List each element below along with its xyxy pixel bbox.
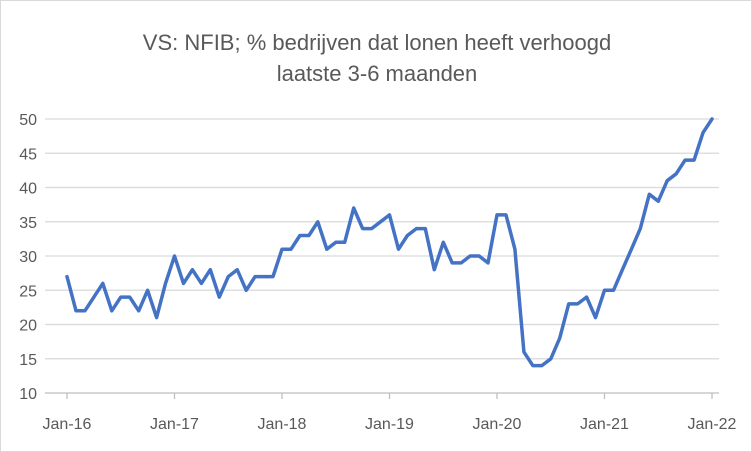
x-tick-label: Jan-21 bbox=[580, 416, 629, 433]
chart-title: VS: NFIB; % bedrijven dat lonen heeft ve… bbox=[142, 30, 612, 55]
y-tick-label: 30 bbox=[19, 249, 37, 266]
x-tick-label: Jan-20 bbox=[473, 416, 522, 433]
x-tick-label: Jan-18 bbox=[258, 416, 307, 433]
y-tick-label: 25 bbox=[19, 283, 37, 300]
x-tick-label: Jan-19 bbox=[365, 416, 414, 433]
y-tick-label: 35 bbox=[19, 215, 37, 232]
x-tick-label: Jan-16 bbox=[43, 416, 92, 433]
y-tick-label: 10 bbox=[19, 386, 37, 403]
x-tick-label: Jan-17 bbox=[150, 416, 199, 433]
y-tick-label: 40 bbox=[19, 181, 37, 198]
y-tick-label: 50 bbox=[19, 112, 37, 129]
y-tick-label: 15 bbox=[19, 352, 37, 369]
y-tick-label: 45 bbox=[19, 146, 37, 163]
series-line bbox=[65, 117, 714, 368]
x-tick-label: Jan-22 bbox=[688, 416, 737, 433]
y-tick-label: 20 bbox=[19, 318, 37, 335]
chart-subtitle: laatste 3-6 maanden bbox=[276, 61, 478, 86]
